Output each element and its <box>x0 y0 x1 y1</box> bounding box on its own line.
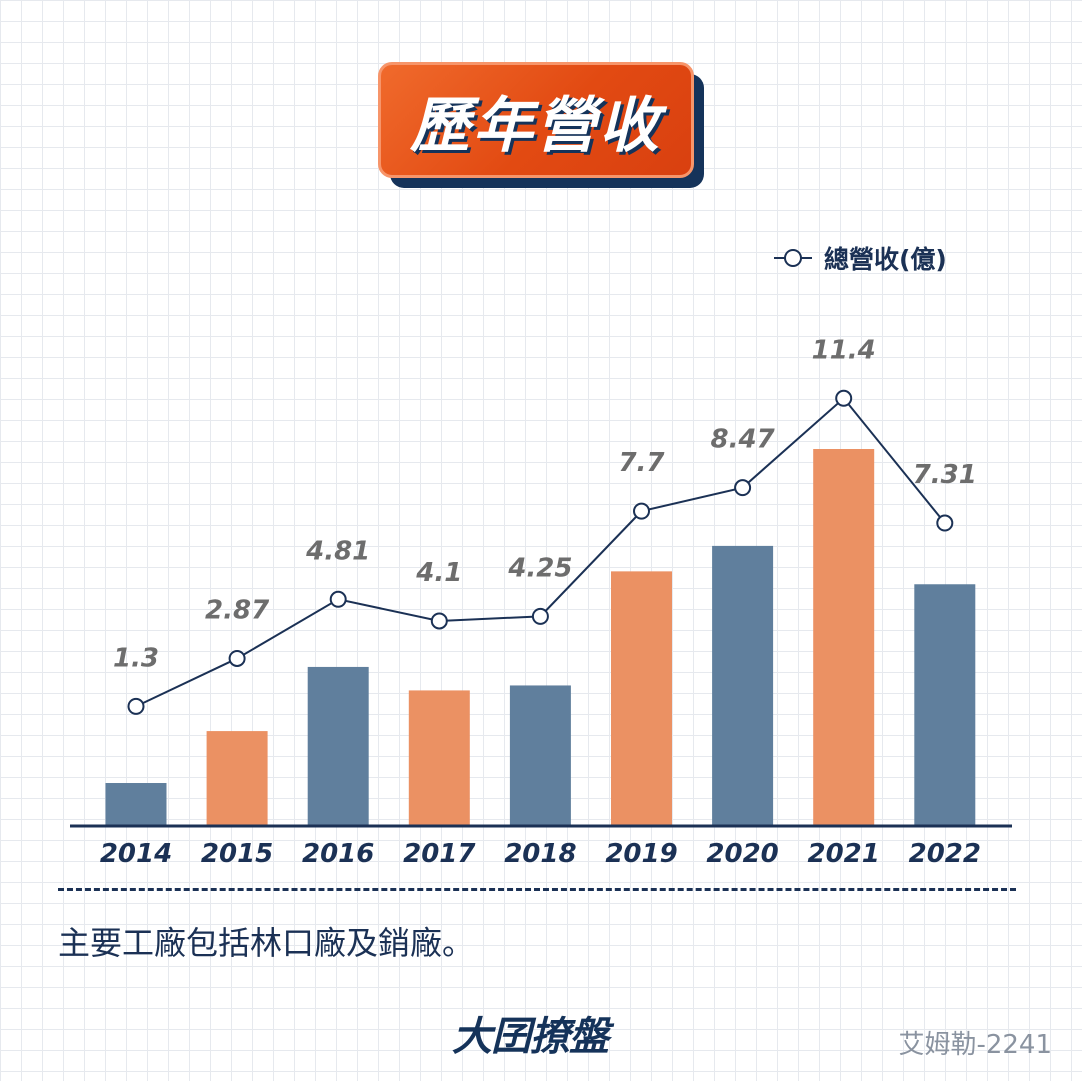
data-label-2017: 4.1 <box>415 558 462 588</box>
line-point-2019 <box>633 502 650 520</box>
x-tick-label-2018: 2018 <box>504 839 576 869</box>
bar-2020 <box>712 545 774 826</box>
bar-2018 <box>509 685 571 826</box>
bar-2019 <box>611 571 672 826</box>
x-tick-label-2019: 2019 <box>605 839 677 869</box>
data-label-2018: 4.25 <box>507 553 572 583</box>
chart-title: 歷年營收 <box>410 90 662 161</box>
x-tick-label-2017: 2017 <box>403 839 476 869</box>
x-tick-label-2022: 2022 <box>909 839 981 869</box>
data-label-2022: 7.31 <box>913 460 977 490</box>
line-point-2018 <box>531 607 549 625</box>
legend-line-marker-icon <box>774 249 812 267</box>
line-point-2021 <box>835 389 853 407</box>
bar-2017 <box>408 690 470 826</box>
data-label-2016: 4.81 <box>305 536 370 566</box>
bar-2014 <box>105 783 167 826</box>
legend: 總營收(億) <box>772 240 947 276</box>
data-label-2015: 2.87 <box>205 595 270 625</box>
title-banner: 歷年營收 <box>378 62 708 190</box>
x-tick-label-2015: 2015 <box>201 839 273 869</box>
legend-label: 總營收(億) <box>824 245 947 274</box>
data-label-2020: 8.47 <box>711 425 776 455</box>
x-tick-label-2020: 2020 <box>706 839 778 869</box>
dashed-divider <box>58 888 1016 891</box>
revenue-chart: 1.3 2.87 4.81 4.1 4.25 7.7 8.47 11.4 7.31 2014 201… <box>70 335 1012 869</box>
footnote: 主要工廠包括林口廠及銷廠。 <box>58 924 475 962</box>
bar-2021 <box>813 449 875 826</box>
bar-2016 <box>307 666 369 826</box>
line-point-2016 <box>329 590 347 608</box>
data-label-2019: 7.7 <box>618 448 665 478</box>
line-point-2015 <box>228 649 246 667</box>
x-tick-label-2014: 2014 <box>100 839 172 869</box>
line-point-2020 <box>734 479 752 497</box>
bar-2022 <box>914 584 976 826</box>
bar-2015 <box>206 731 268 826</box>
line-point-2014 <box>127 697 145 715</box>
line-point-2017 <box>430 612 448 630</box>
x-tick-label-2016: 2016 <box>302 839 374 869</box>
data-label-2014: 1.3 <box>113 643 159 673</box>
brand-logo: 大囝撩盤 <box>452 1014 609 1060</box>
x-tick-label-2021: 2021 <box>808 839 880 869</box>
credit-label: 艾姆勒-2241 <box>898 1030 1052 1060</box>
line-point-2022 <box>936 514 954 532</box>
title-box: 歷年營收 <box>378 62 694 178</box>
data-label-2021: 11.4 <box>812 335 876 365</box>
